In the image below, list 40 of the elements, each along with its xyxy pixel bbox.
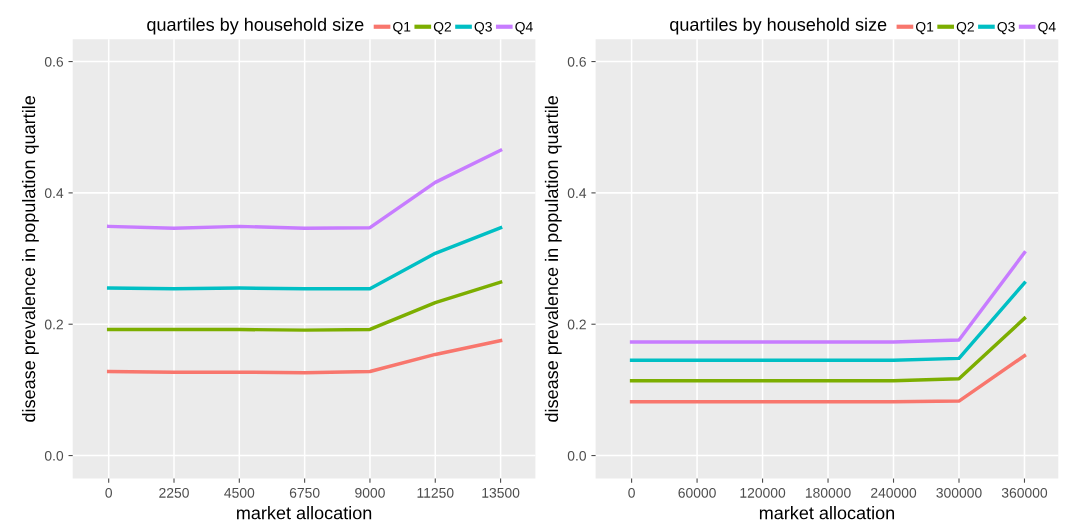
y-tick-label: 0.2 — [567, 319, 586, 330]
legend-label: Q4 — [1038, 21, 1056, 35]
x-tick-label: 6750 — [289, 487, 320, 498]
line-series — [106, 225, 503, 291]
x-axis-title: market allocation — [237, 506, 372, 520]
x-axis-title: market allocation — [759, 506, 895, 520]
legend-label: Q4 — [515, 21, 533, 35]
x-tick-label: 60000 — [678, 487, 716, 498]
x-tick-label: 360000 — [1001, 487, 1048, 498]
y-tick-label: 0.6 — [567, 56, 586, 67]
legend-title: quartiles by household size — [147, 17, 364, 35]
x-tick-label: 180000 — [805, 487, 851, 498]
x-tick-label: 13500 — [482, 487, 520, 498]
legend-label: Q3 — [997, 21, 1015, 35]
x-tick-label: 2250 — [159, 487, 189, 498]
x-tick-label: 120000 — [740, 487, 786, 498]
legend-title: quartiles by household size — [670, 17, 887, 35]
y-tick-label: 0.0 — [44, 450, 64, 461]
y-axis-title: disease prevalence in population quartile — [544, 96, 562, 422]
y-tick-label: 0.6 — [44, 56, 64, 67]
x-tick-label: 300000 — [936, 487, 982, 498]
legend-label: Q3 — [474, 21, 492, 35]
legend-label: Q2 — [956, 21, 974, 35]
line-series — [106, 280, 503, 332]
y-tick-label: 0.4 — [567, 188, 587, 199]
x-tick-label: 11250 — [417, 487, 454, 498]
y-tick-label: 0.0 — [567, 450, 587, 461]
legend-label: Q2 — [433, 21, 452, 35]
y-tick-label: 0.2 — [44, 319, 63, 330]
x-tick-label: 0 — [105, 487, 113, 498]
legend-label: Q1 — [916, 21, 934, 35]
y-axis-title: disease prevalence in population quartile — [21, 96, 39, 422]
line-series — [106, 338, 503, 375]
line-series — [106, 148, 503, 231]
x-tick-label: 9000 — [355, 487, 385, 498]
y-tick-label: 0.4 — [44, 188, 64, 199]
x-tick-label: 4500 — [224, 487, 255, 498]
legend-label: Q1 — [393, 21, 411, 35]
x-tick-label: 240000 — [871, 487, 917, 498]
x-tick-label: 0 — [628, 487, 635, 498]
